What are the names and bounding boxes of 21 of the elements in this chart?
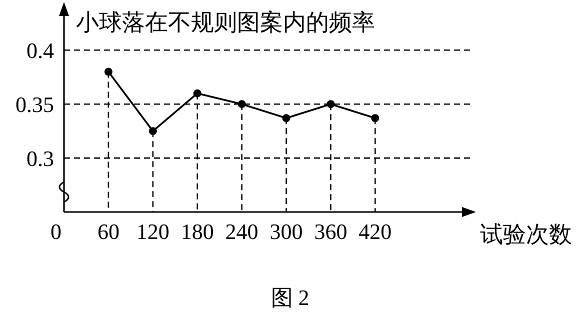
x-tick-label: 360 xyxy=(314,219,348,244)
point xyxy=(282,114,290,122)
y-tick-label: 0.35 xyxy=(16,92,54,118)
y-tick-label: 0.3 xyxy=(26,146,54,172)
point xyxy=(193,89,202,98)
y-tick-label: 0.4 xyxy=(26,38,54,64)
caption: 图 2 xyxy=(270,285,310,310)
point xyxy=(326,100,335,108)
x-tick-label: 60 xyxy=(97,219,120,244)
point xyxy=(148,127,157,136)
x-axis-title: 试验次数 xyxy=(480,222,572,247)
point xyxy=(371,114,380,122)
point xyxy=(104,68,112,76)
x-tick-label: 240 xyxy=(225,219,258,244)
y-axis-title: 小球落在不规则图案内的频率 xyxy=(76,10,375,35)
x-tick-label: 180 xyxy=(180,219,214,244)
x-tick-label: 120 xyxy=(136,219,170,244)
x-tick-label: 420 xyxy=(358,219,392,244)
x-tick-label: 0 xyxy=(50,219,62,244)
x-tick-label: 300 xyxy=(270,219,303,244)
point xyxy=(238,100,246,108)
